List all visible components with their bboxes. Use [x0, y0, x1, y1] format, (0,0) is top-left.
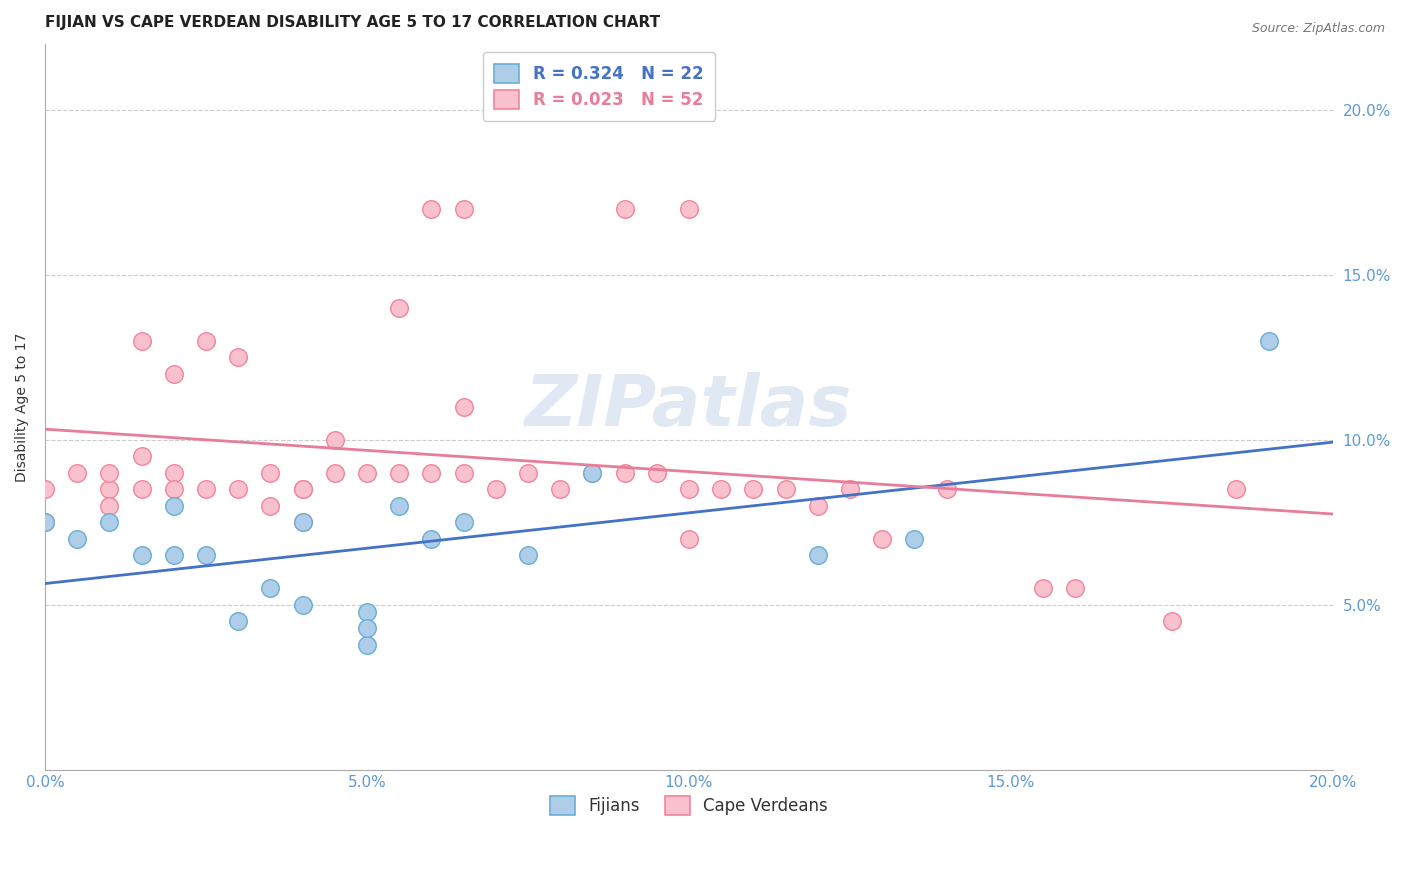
Point	[1161, 615, 1184, 629]
Point	[903, 532, 925, 546]
Point	[323, 466, 346, 480]
Point	[388, 466, 411, 480]
Point	[291, 598, 314, 612]
Point	[131, 334, 153, 348]
Point	[131, 549, 153, 563]
Point	[453, 202, 475, 216]
Point	[66, 532, 89, 546]
Point	[678, 483, 700, 497]
Point	[259, 466, 281, 480]
Point	[1257, 334, 1279, 348]
Point	[807, 549, 830, 563]
Point	[453, 400, 475, 414]
Y-axis label: Disability Age 5 to 17: Disability Age 5 to 17	[15, 332, 30, 482]
Point	[356, 605, 378, 619]
Point	[356, 621, 378, 635]
Point	[163, 367, 186, 381]
Point	[194, 334, 217, 348]
Point	[98, 466, 121, 480]
Point	[453, 466, 475, 480]
Point	[34, 483, 56, 497]
Point	[645, 466, 668, 480]
Point	[420, 532, 443, 546]
Point	[163, 483, 186, 497]
Point	[163, 499, 186, 513]
Point	[420, 202, 443, 216]
Point	[420, 466, 443, 480]
Point	[1064, 582, 1087, 596]
Point	[163, 466, 186, 480]
Text: FIJIAN VS CAPE VERDEAN DISABILITY AGE 5 TO 17 CORRELATION CHART: FIJIAN VS CAPE VERDEAN DISABILITY AGE 5 …	[45, 15, 659, 30]
Point	[581, 466, 603, 480]
Point	[34, 516, 56, 530]
Point	[131, 450, 153, 464]
Point	[291, 516, 314, 530]
Point	[98, 483, 121, 497]
Point	[485, 483, 508, 497]
Point	[710, 483, 733, 497]
Point	[1032, 582, 1054, 596]
Point	[98, 499, 121, 513]
Point	[870, 532, 893, 546]
Point	[581, 466, 603, 480]
Point	[388, 499, 411, 513]
Point	[678, 202, 700, 216]
Point	[226, 351, 249, 365]
Legend: Fijians, Cape Verdeans: Fijians, Cape Verdeans	[538, 784, 839, 827]
Text: Source: ZipAtlas.com: Source: ZipAtlas.com	[1251, 22, 1385, 36]
Point	[259, 499, 281, 513]
Point	[66, 466, 89, 480]
Point	[98, 516, 121, 530]
Text: ZIPatlas: ZIPatlas	[526, 372, 852, 442]
Point	[935, 483, 957, 497]
Point	[226, 483, 249, 497]
Point	[613, 466, 636, 480]
Point	[291, 516, 314, 530]
Point	[839, 483, 862, 497]
Point	[131, 483, 153, 497]
Point	[163, 549, 186, 563]
Point	[194, 483, 217, 497]
Point	[323, 433, 346, 447]
Point	[34, 516, 56, 530]
Point	[742, 483, 765, 497]
Point	[291, 483, 314, 497]
Point	[291, 483, 314, 497]
Point	[453, 516, 475, 530]
Point	[226, 615, 249, 629]
Point	[356, 466, 378, 480]
Point	[678, 532, 700, 546]
Point	[194, 549, 217, 563]
Point	[259, 582, 281, 596]
Point	[613, 202, 636, 216]
Point	[548, 483, 571, 497]
Point	[807, 499, 830, 513]
Point	[388, 301, 411, 315]
Point	[516, 466, 538, 480]
Point	[775, 483, 797, 497]
Point	[356, 638, 378, 652]
Point	[1225, 483, 1247, 497]
Point	[516, 549, 538, 563]
